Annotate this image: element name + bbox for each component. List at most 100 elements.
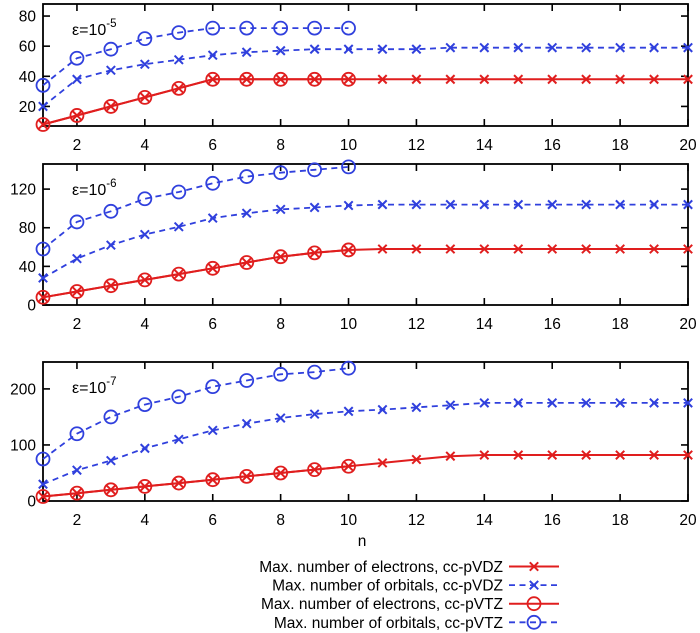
- marker-circle: [239, 169, 255, 184]
- legend-marker-circle: [526, 614, 542, 630]
- marker-x: [649, 74, 659, 85]
- panel-2-border: [42, 163, 689, 306]
- marker-x: [139, 443, 150, 454]
- x-tick-label: 12: [408, 512, 425, 529]
- marker-x: [38, 491, 48, 502]
- marker-circle: [171, 266, 187, 282]
- marker-circle: [273, 366, 289, 382]
- marker-x: [38, 101, 48, 112]
- marker-x: [173, 54, 184, 65]
- x-tick-label: 2: [73, 512, 82, 529]
- marker-x: [445, 451, 456, 462]
- marker-x: [343, 44, 354, 55]
- marker-x: [343, 406, 354, 417]
- x-tick-label: 10: [340, 137, 358, 154]
- marker-circle: [171, 184, 187, 200]
- marker-x: [343, 461, 354, 472]
- x-tick-label: 4: [141, 316, 150, 333]
- marker-circle: [103, 203, 119, 219]
- x-tick-label: 20: [679, 137, 697, 154]
- marker-circle: [341, 360, 356, 376]
- marker-circle: [307, 20, 322, 36]
- marker-x: [581, 398, 592, 408]
- x-tick-label: 14: [476, 137, 494, 154]
- marker-x: [615, 398, 626, 408]
- marker-x: [615, 74, 626, 85]
- marker-x: [411, 44, 422, 55]
- marker-circle: [239, 255, 255, 270]
- marker-x: [411, 402, 422, 413]
- marker-circle: [137, 479, 153, 494]
- panel-1-border: [42, 3, 689, 127]
- marker-x: [479, 450, 490, 460]
- x-tick-label: 18: [611, 512, 628, 529]
- x-tick-label: 12: [408, 137, 425, 154]
- marker-x: [377, 199, 388, 210]
- marker-x: [513, 398, 524, 408]
- marker-x: [207, 425, 218, 436]
- legend-label: Max. number of electrons, cc-pVDZ: [259, 559, 503, 576]
- marker-circle: [103, 409, 119, 425]
- marker-circle: [103, 99, 119, 114]
- x-tick-label: 4: [141, 512, 150, 529]
- y-tick-label: 60: [19, 39, 37, 56]
- marker-x: [241, 208, 252, 219]
- legend-label: Max. number of electrons, cc-pVTZ: [261, 596, 503, 613]
- marker-x: [547, 244, 558, 254]
- marker-x: [411, 244, 422, 254]
- marker-x: [377, 44, 388, 55]
- marker-x: [72, 253, 82, 264]
- x-tick-label: 8: [276, 512, 285, 529]
- marker-x: [649, 450, 659, 460]
- y-tick-label: 120: [10, 182, 36, 199]
- marker-circle: [205, 379, 221, 395]
- marker-circle: [35, 77, 51, 93]
- y-tick-label: 40: [19, 259, 37, 276]
- marker-x: [683, 199, 693, 210]
- marker-x: [377, 74, 388, 85]
- marker-x: [241, 418, 252, 429]
- marker-circle: [341, 20, 356, 36]
- marker-x: [513, 199, 524, 210]
- x-tick-label: 16: [544, 137, 561, 154]
- marker-x: [683, 42, 693, 53]
- marker-x: [38, 479, 48, 490]
- marker-x: [479, 244, 490, 254]
- series-line: [42, 27, 349, 87]
- marker-circle: [273, 165, 289, 181]
- marker-circle: [103, 482, 119, 498]
- marker-x: [683, 74, 693, 85]
- marker-circle: [341, 242, 356, 258]
- marker-x: [547, 398, 558, 408]
- marker-x: [649, 244, 659, 254]
- x-tick-label: 18: [611, 316, 628, 333]
- marker-circle: [307, 245, 322, 261]
- marker-x: [343, 200, 354, 211]
- marker-circle: [171, 25, 187, 41]
- x-tick-label: 14: [476, 316, 494, 333]
- marker-x: [207, 213, 218, 223]
- marker-x: [615, 244, 626, 254]
- marker-circle: [341, 159, 356, 175]
- marker-circle: [69, 108, 85, 123]
- marker-x: [309, 202, 320, 213]
- marker-x: [445, 400, 456, 411]
- x-axis-title: n: [358, 533, 367, 550]
- marker-x: [513, 74, 524, 85]
- y-tick-label: 20: [19, 99, 37, 116]
- marker-x: [683, 398, 693, 408]
- panel-3-border: [42, 361, 689, 502]
- series-line: [42, 248, 688, 299]
- marker-x: [173, 434, 184, 445]
- x-tick-label: 8: [276, 316, 285, 333]
- x-tick-label: 2: [73, 316, 82, 333]
- marker-x: [581, 450, 592, 460]
- x-tick-label: 18: [611, 137, 628, 154]
- marker-x: [581, 199, 592, 210]
- y-tick-label: 0: [27, 298, 36, 315]
- y-tick-label: 200: [10, 381, 36, 398]
- marker-x: [38, 273, 48, 283]
- marker-x: [241, 47, 252, 58]
- legend-marker-x: [529, 580, 539, 591]
